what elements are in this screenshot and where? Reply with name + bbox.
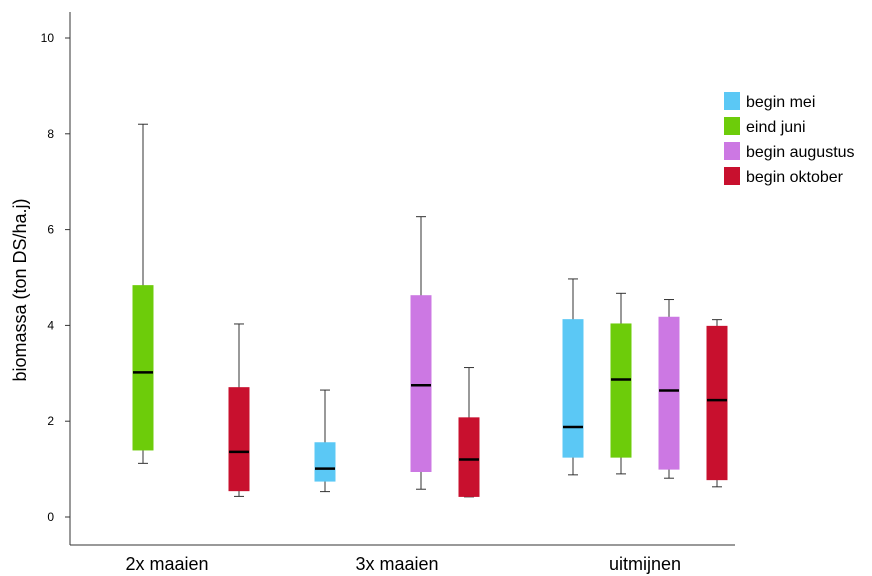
box-group — [610, 292, 632, 475]
legend-swatch — [724, 117, 740, 135]
box — [658, 316, 680, 470]
box-group — [458, 367, 480, 498]
box-group — [228, 323, 250, 497]
box — [562, 319, 584, 458]
legend-swatch — [724, 167, 740, 185]
y-tick-label: 0 — [47, 510, 54, 524]
legend-swatch — [724, 142, 740, 160]
x-category-label: 2x maaien — [125, 554, 208, 574]
box — [458, 417, 480, 497]
y-tick-label: 2 — [47, 414, 54, 428]
box — [610, 323, 632, 458]
y-tick-label: 4 — [47, 318, 54, 332]
x-category-label: 3x maaien — [355, 554, 438, 574]
y-axis-title: biomassa (ton DS/ha.j) — [10, 198, 30, 381]
legend-label: begin augustus — [746, 144, 855, 161]
box-group — [132, 123, 154, 464]
box-group — [562, 278, 584, 476]
box — [132, 285, 154, 451]
box-group — [658, 299, 680, 479]
box-group — [314, 389, 336, 493]
box — [228, 387, 250, 492]
box-group — [410, 216, 432, 490]
box — [410, 295, 432, 472]
box — [706, 325, 728, 481]
legend-label: eind juni — [746, 119, 806, 136]
y-tick-label: 8 — [47, 127, 54, 141]
box — [314, 442, 336, 482]
box-group — [706, 319, 728, 488]
plot-area — [132, 123, 728, 498]
legend: begin mei eind juni begin augustus begin ok… — [724, 92, 855, 186]
y-tick-label: 10 — [41, 31, 55, 45]
legend-swatch — [724, 92, 740, 110]
y-tick-label: 6 — [47, 223, 54, 237]
axes: 0 2 4 6 8 10 2x maaien 3x maaien uitmijnen — [41, 12, 735, 574]
x-category-label: uitmijnen — [609, 554, 681, 574]
legend-label: begin oktober — [746, 169, 844, 186]
legend-label: begin mei — [746, 94, 815, 111]
